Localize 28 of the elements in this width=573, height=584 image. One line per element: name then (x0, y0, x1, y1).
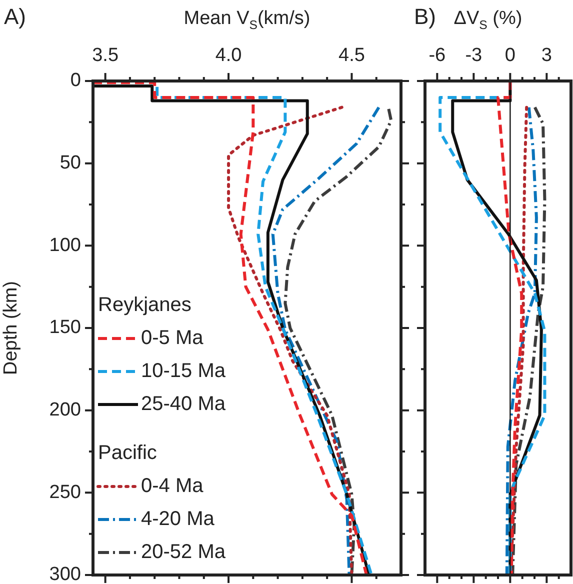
chart-title: A) (4, 4, 26, 29)
y-tick-label: 250 (49, 482, 81, 503)
x-tick-label: 4.0 (215, 44, 242, 66)
legend-label: 25-40 Ma (141, 393, 226, 416)
line-series (271, 106, 380, 575)
y-tick-label: 300 (49, 564, 81, 584)
legend-label: 10-15 Ma (141, 360, 226, 382)
legend-label: 20-52 Ma (141, 541, 226, 564)
y-axis-title: Depth (km) (0, 281, 22, 375)
line-series (284, 107, 393, 575)
chart-title: B) (414, 4, 436, 29)
y-tick-label: 50 (60, 152, 81, 174)
y-tick-label: 200 (49, 400, 81, 421)
y-tick-label: 150 (49, 317, 81, 338)
x-tick-label: 3 (541, 44, 552, 66)
x-tick-label: 4.5 (338, 44, 365, 66)
x-tick-label: -6 (428, 44, 446, 66)
legend-label: 0-4 Ma (141, 475, 204, 498)
y-tick-label: 100 (49, 234, 81, 256)
legend-label: 4-20 Ma (141, 508, 216, 530)
x-tick-label: -3 (465, 44, 482, 66)
line-series (227, 106, 354, 575)
x-tick-label: 3.5 (92, 44, 119, 66)
x-tick-label: 0 (504, 44, 516, 66)
annotation: Reykjanes (98, 294, 192, 316)
legend-label: 0-5 Ma (141, 327, 204, 350)
y-tick-label: 0 (70, 70, 81, 92)
annotation: Pacific (98, 442, 157, 464)
